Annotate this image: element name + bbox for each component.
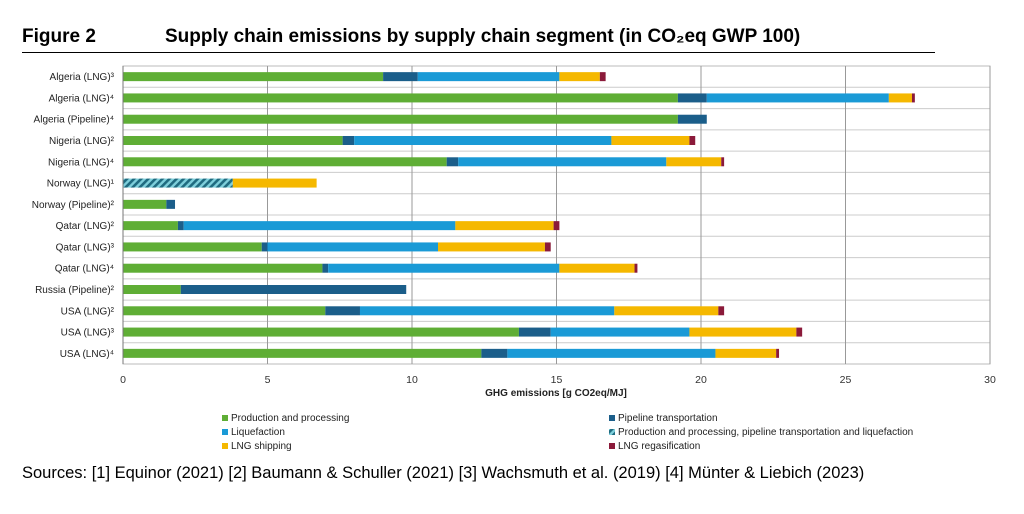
bar-segment [123, 327, 519, 337]
category-label: USA (LNG)³ [61, 328, 115, 339]
bar-segment [123, 114, 678, 124]
bar-segment [123, 348, 482, 358]
bar-segment [383, 72, 418, 82]
bar-segment [325, 306, 360, 316]
bar-segment [706, 93, 889, 103]
bar-segment [328, 263, 560, 273]
bar-segment [267, 242, 439, 252]
bar-segment [455, 221, 554, 231]
title-rule [22, 52, 935, 53]
legend-label: LNG regasification [618, 441, 700, 452]
category-label: Qatar (LNG)² [56, 221, 115, 232]
category-label: USA (LNG)⁴ [60, 349, 114, 360]
bar-segment [458, 157, 667, 167]
bar-segment [715, 348, 777, 358]
x-tick-label: 0 [120, 374, 126, 386]
bar-segment [677, 93, 707, 103]
bar-segment [123, 93, 678, 103]
bar-segment [438, 242, 545, 252]
bar-segment [123, 178, 233, 188]
legend-swatch [609, 415, 615, 421]
bar-segment [123, 306, 326, 316]
legend-swatch [222, 443, 228, 449]
bar-segment [689, 136, 696, 145]
bar-segment [180, 285, 407, 294]
bar-segment [776, 348, 780, 358]
bar-segment [507, 348, 716, 358]
bar-segment [559, 72, 600, 82]
category-label: USA (LNG)² [61, 306, 115, 317]
category-label: Qatar (LNG)³ [56, 242, 115, 253]
bar-segment [166, 199, 176, 209]
legend-label: Production and processing [231, 413, 349, 424]
legend-swatch [609, 429, 615, 435]
bar-segment [261, 242, 268, 252]
bar-segment [721, 157, 725, 167]
legend-label: LNG shipping [231, 441, 292, 452]
x-axis-label: GHG emissions [g CO2eq/MJ] [485, 388, 627, 399]
bar-segment [888, 93, 912, 103]
category-label: Norway (Pipeline)² [32, 200, 115, 211]
bar-segment [359, 306, 615, 316]
category-label: Nigeria (LNG)⁴ [48, 157, 114, 168]
bar-segment [232, 178, 317, 188]
bar-segment [689, 327, 797, 337]
x-tick-label: 20 [695, 374, 707, 386]
legend-label: Production and processing, pipeline tran… [618, 427, 913, 438]
bar-segment [354, 136, 612, 145]
bar-segment [123, 199, 167, 209]
bar-segment [123, 72, 384, 82]
bar-segment [417, 72, 560, 82]
bar-segment [123, 285, 181, 294]
x-tick-label: 5 [265, 374, 271, 386]
x-tick-label: 30 [984, 374, 996, 386]
bar-segment [614, 306, 719, 316]
bar-segment [342, 136, 355, 145]
sources-note: Sources: [1] Equinor (2021) [2] Baumann … [22, 464, 865, 482]
bar-segment [611, 136, 690, 145]
bar-segment [553, 221, 560, 231]
bar-segment [796, 327, 803, 337]
bar-segment [518, 327, 551, 337]
bar-segment [911, 93, 915, 103]
bar-segment [123, 242, 262, 252]
bar-segment [123, 157, 447, 167]
bar-segment [634, 263, 638, 273]
bar-segment [446, 157, 459, 167]
bar-segment [666, 157, 722, 167]
category-label: Russia (Pipeline)² [35, 285, 115, 296]
bar-segment [544, 242, 551, 252]
legend-swatch [222, 429, 228, 435]
figure-label: Figure 2 [22, 26, 96, 47]
legend-label: Liquefaction [231, 427, 285, 438]
bar-segment [559, 263, 635, 273]
legend-label: Pipeline transportation [618, 413, 718, 424]
category-label: Algeria (Pipeline)⁴ [34, 115, 114, 126]
x-tick-label: 25 [840, 374, 852, 386]
category-label: Algeria (LNG)⁴ [49, 93, 114, 104]
category-label: Norway (LNG)¹ [47, 179, 115, 190]
bar-segment [123, 136, 343, 145]
legend-swatch [222, 415, 228, 421]
category-label: Qatar (LNG)⁴ [55, 264, 114, 275]
bar-segment [481, 348, 508, 358]
legend-swatch [609, 443, 615, 449]
bar-segment [718, 306, 725, 316]
category-label: Algeria (LNG)³ [50, 72, 115, 83]
x-tick-label: 10 [406, 374, 418, 386]
bar-segment [177, 221, 184, 231]
bar-segment [322, 263, 329, 273]
x-tick-label: 15 [551, 374, 563, 386]
bar-segment [183, 221, 456, 231]
figure-title: Supply chain emissions by supply chain s… [165, 26, 801, 47]
bar-segment [677, 114, 707, 124]
bar-segment [550, 327, 690, 337]
bar-segment [123, 221, 178, 231]
category-label: Nigeria (LNG)² [49, 136, 115, 147]
bar-segment [599, 72, 606, 82]
bar-segment [123, 263, 323, 273]
